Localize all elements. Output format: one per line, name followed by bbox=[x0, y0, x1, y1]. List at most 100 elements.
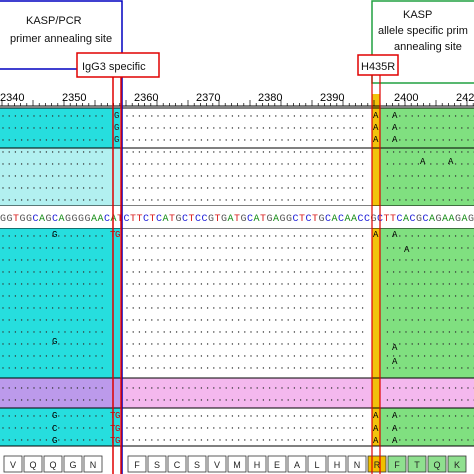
identity-dot bbox=[417, 439, 420, 441]
identity-dot bbox=[8, 295, 10, 297]
identity-dot bbox=[355, 199, 358, 201]
identity-dot bbox=[244, 235, 246, 237]
identity-dot bbox=[144, 127, 147, 129]
identity-dot bbox=[262, 295, 265, 297]
identity-dot bbox=[169, 175, 172, 177]
identity-dot bbox=[411, 127, 413, 129]
identity-dot bbox=[213, 271, 215, 273]
identity-dot bbox=[293, 331, 296, 333]
consensus-base: C bbox=[397, 214, 403, 225]
identity-dot bbox=[275, 439, 277, 441]
identity-dot bbox=[423, 319, 426, 321]
identity-dot bbox=[430, 367, 432, 369]
identity-dot bbox=[144, 319, 147, 321]
identity-dot bbox=[45, 295, 48, 297]
identity-dot bbox=[256, 439, 258, 441]
consensus-base: G bbox=[208, 214, 214, 225]
identity-dot bbox=[448, 247, 451, 249]
h435r-label: H435R bbox=[361, 61, 395, 73]
identity-dot bbox=[45, 187, 48, 189]
identity-dot bbox=[138, 127, 141, 129]
identity-dot bbox=[423, 139, 426, 141]
identity-dot bbox=[33, 307, 35, 309]
identity-dot bbox=[82, 307, 85, 309]
identity-dot bbox=[157, 307, 159, 309]
identity-dot bbox=[293, 387, 296, 389]
identity-dot bbox=[64, 295, 66, 297]
identity-dot bbox=[467, 151, 469, 153]
identity-dot bbox=[399, 295, 401, 297]
identity-dot bbox=[355, 187, 358, 189]
identity-dot bbox=[312, 295, 314, 297]
identity-dot bbox=[70, 175, 72, 177]
identity-dot bbox=[306, 367, 308, 369]
identity-dot bbox=[20, 139, 23, 141]
identity-dot bbox=[138, 151, 141, 153]
identity-dot bbox=[361, 427, 364, 429]
identity-dot bbox=[430, 387, 432, 389]
identity-dot bbox=[386, 387, 389, 389]
identity-dot bbox=[461, 367, 463, 369]
identity-dot bbox=[70, 259, 72, 261]
identity-dot bbox=[20, 283, 23, 285]
h435r-a-6: A bbox=[373, 424, 379, 434]
identity-dot bbox=[337, 427, 339, 429]
identity-dot bbox=[268, 415, 271, 417]
identity-dot bbox=[312, 319, 314, 321]
identity-dot bbox=[95, 331, 97, 333]
identity-dot bbox=[151, 259, 153, 261]
identity-dot bbox=[151, 307, 153, 309]
identity-dot bbox=[138, 439, 141, 441]
identity-dot bbox=[39, 271, 41, 273]
identity-dot bbox=[448, 331, 451, 333]
identity-dot bbox=[151, 427, 153, 429]
identity-dot bbox=[2, 139, 4, 141]
identity-dot bbox=[144, 367, 147, 369]
identity-dot bbox=[287, 151, 289, 153]
identity-dot bbox=[306, 387, 308, 389]
identity-dot bbox=[287, 187, 289, 189]
identity-dot bbox=[423, 259, 426, 261]
cyan-band-top-light bbox=[0, 148, 120, 206]
identity-dot bbox=[231, 343, 234, 345]
identity-dot bbox=[14, 415, 17, 417]
identity-dot bbox=[318, 175, 320, 177]
identity-dot bbox=[399, 283, 401, 285]
identity-dot bbox=[392, 187, 395, 189]
identity-dot bbox=[318, 247, 320, 249]
identity-dot bbox=[169, 235, 172, 237]
identity-dot bbox=[417, 387, 420, 389]
consensus-base: C bbox=[202, 214, 208, 225]
identity-dot bbox=[386, 399, 389, 401]
identity-dot bbox=[194, 319, 196, 321]
amino-acid-cell bbox=[287, 455, 307, 473]
identity-dot bbox=[188, 415, 190, 417]
identity-dot bbox=[33, 319, 35, 321]
identity-dot bbox=[194, 151, 196, 153]
identity-dot bbox=[33, 151, 35, 153]
identity-dot bbox=[200, 355, 203, 357]
identity-dot bbox=[442, 235, 444, 237]
amino-acid-cell bbox=[347, 455, 367, 473]
identity-dot bbox=[8, 367, 10, 369]
identity-dot bbox=[33, 271, 35, 273]
identity-dot bbox=[392, 355, 395, 357]
identity-dot bbox=[58, 235, 60, 237]
identity-dot bbox=[417, 367, 420, 369]
identity-dot bbox=[45, 151, 48, 153]
identity-dot bbox=[200, 127, 203, 129]
identity-dot bbox=[206, 115, 209, 117]
identity-dot bbox=[392, 367, 395, 369]
identity-dot bbox=[27, 187, 29, 189]
amino-acid-letter: M bbox=[233, 460, 241, 470]
identity-dot bbox=[312, 199, 314, 201]
identity-dot bbox=[138, 175, 141, 177]
identity-dot bbox=[213, 127, 215, 129]
upstream-g-1: G bbox=[52, 230, 57, 240]
identity-dot bbox=[8, 247, 10, 249]
identity-dot bbox=[405, 199, 407, 201]
identity-dot bbox=[417, 259, 420, 261]
identity-dot bbox=[343, 307, 345, 309]
identity-dot bbox=[268, 139, 271, 141]
identity-dot bbox=[132, 271, 134, 273]
